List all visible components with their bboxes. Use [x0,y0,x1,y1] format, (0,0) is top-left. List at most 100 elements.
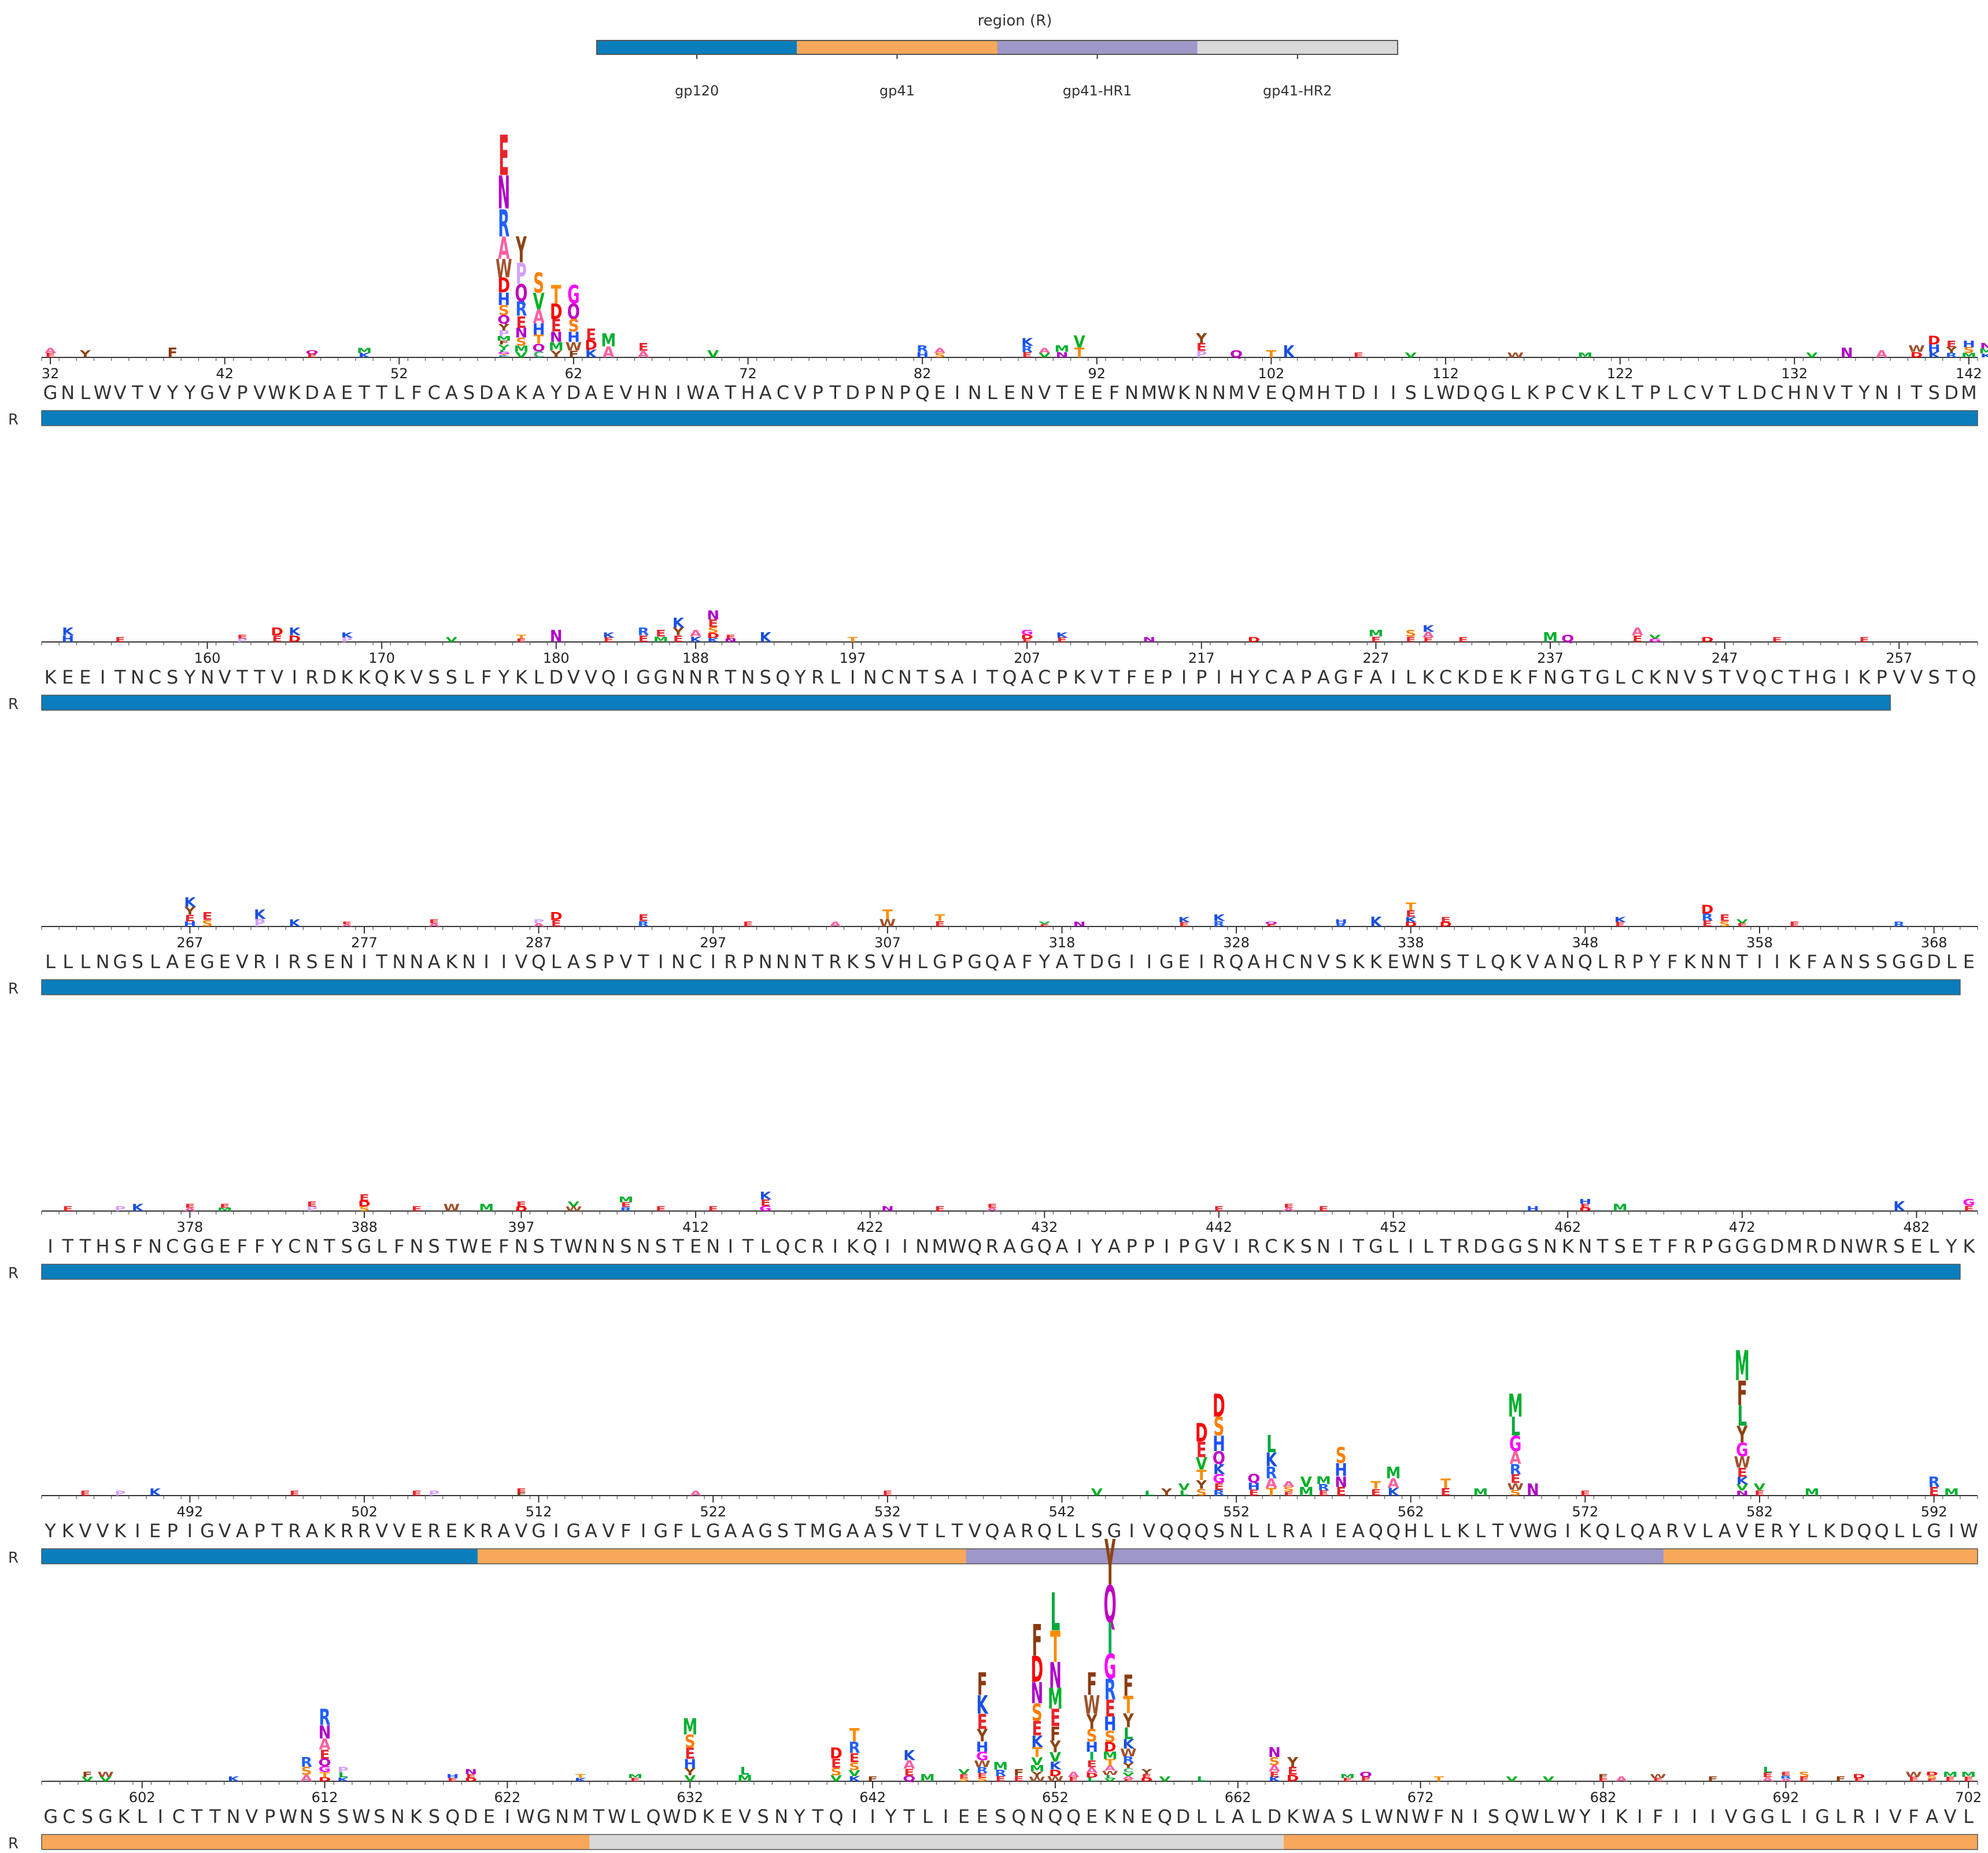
logo-letter: T [1440,1477,1451,1491]
reference-residue: N [584,1235,598,1257]
position-tick-label: 378 [176,1219,203,1235]
logo-letter: H [184,920,197,928]
logo-letter: Y [1195,330,1207,346]
logo-letter: G [567,279,579,309]
logo-letter: V [1031,1755,1043,1767]
reference-residue: I [972,666,977,688]
logo-letter: M [1386,1464,1401,1482]
legend-label-gp41-HR2: gp41-HR2 [1263,83,1332,99]
logo-letter: M [1103,1750,1118,1762]
logo-letter: C [1123,1767,1134,1774]
logo-letter: D [271,626,283,638]
logo-letter: D [1085,1772,1098,1780]
reference-residue: I [1408,1235,1413,1257]
reference-residue: T [236,666,248,688]
logo-letter: V [1039,921,1051,925]
reference-residue: Q [1011,1806,1026,1828]
reference-residue: Q [915,382,930,404]
reference-residue: N [759,951,773,973]
region-segment-gp120 [42,411,1978,426]
logo-letter: G [319,1765,331,1774]
reference-residue: L [1440,1520,1451,1542]
reference-residue: H [637,382,651,404]
reference-residue: T [1492,1520,1504,1542]
logo-letter: Y [498,322,509,333]
logo-letter: Q [305,349,318,356]
reference-residue: L [1266,1520,1277,1542]
position-tick-label: 160 [194,650,221,666]
reference-residue: Y [1649,951,1661,973]
reference-residue: P [1632,951,1643,973]
logo-letter: K [760,1190,773,1202]
region-segment-gp120 [42,1264,1960,1279]
reference-residue: L [1074,1520,1085,1542]
reference-residue: A [742,1520,755,1542]
reference-residue: C [777,382,789,404]
reference-residue: P [1196,666,1207,688]
reference-residue: L [1423,1235,1433,1257]
logo-letter: E [465,1773,476,1780]
position-tick-label: 102 [1258,366,1285,382]
logo-letter: E [1772,636,1782,644]
logo-letter: E [1284,1491,1294,1497]
reference-residue: W [1855,1235,1874,1257]
logo-letter: V [1806,351,1818,359]
logo-letter: K [848,1775,861,1783]
reference-residue: E [219,1235,231,1257]
logo-letter: N [1841,345,1853,361]
reference-residue: M [1786,1235,1802,1257]
reference-residue: I [1233,1235,1239,1257]
reference-residue: N [1665,666,1679,688]
logo-letter: R [1318,1482,1329,1493]
logo-letter: V [1543,1775,1555,1783]
logo-letter: H [446,1773,459,1780]
logo-letter: S [1336,1443,1347,1468]
reference-residue: G [200,382,215,404]
reference-residue: I [1216,666,1221,688]
logo-letter: E [1179,921,1189,928]
logo-letter: M [1613,1202,1628,1213]
reference-residue: S [1928,382,1939,404]
reference-residue: G [653,1520,668,1542]
logo-letter: E [959,1773,969,1780]
reference-residue: I [553,1520,559,1542]
logo-letter: Y [1140,1768,1152,1776]
logo-letter: E [1123,1778,1133,1782]
logo-letter: M [357,346,372,355]
logo-letter: E [1039,924,1050,928]
reference-residue: Y [1945,1235,1957,1257]
position-tick-label: 422 [857,1219,884,1235]
logo-letter: T [498,354,509,356]
reference-residue: T [593,1806,605,1828]
reference-residue: Y [184,666,196,688]
reference-residue: T [79,1235,91,1257]
reference-residue: W [1302,1806,1320,1828]
reference-residue: E [958,1806,970,1828]
logo-letter: L [1510,1412,1520,1442]
reference-residue: L [1963,1806,1974,1828]
reference-residue: K [410,1806,423,1828]
logo-letter: M [1979,348,1988,355]
reference-residue: L [1737,382,1747,404]
reference-residue: H [96,1235,110,1257]
reference-residue: C [1439,666,1452,688]
reference-residue: W [1411,1806,1430,1828]
reference-residue: N [1840,951,1854,973]
reference-residue: T [951,1520,963,1542]
reference-residue: G [1822,666,1837,688]
position-tick-label: 32 [42,366,60,382]
reference-residue: G [1194,1235,1209,1257]
reference-residue: G [1369,1235,1383,1257]
position-tick-label: 582 [1746,1504,1773,1520]
reference-residue: Y [1039,951,1051,973]
logo-letter: H [1335,1460,1347,1481]
reference-residue: T [209,1806,221,1828]
logo-letter: E [586,326,596,344]
reference-residue: T [812,1806,824,1828]
logo-letter: T [1266,349,1277,360]
reference-residue: N [706,1235,720,1257]
reference-residue: V [567,666,580,688]
logo-letter: R [849,1740,860,1757]
reference-residue: Q [1002,666,1017,688]
